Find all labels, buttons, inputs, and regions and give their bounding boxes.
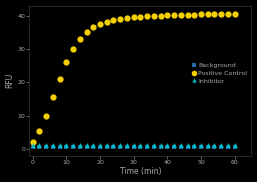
Positive Control — [92, 26, 95, 28]
Background — [159, 146, 162, 148]
Background — [125, 146, 128, 148]
Background — [51, 146, 54, 148]
Inhibitor — [92, 144, 95, 146]
Inhibitor — [193, 144, 196, 146]
Positive Control — [199, 13, 203, 15]
Positive Control — [179, 14, 182, 16]
Background — [38, 146, 41, 148]
Positive Control — [65, 61, 68, 63]
Background — [78, 146, 81, 148]
Positive Control — [38, 129, 41, 132]
Inhibitor — [172, 144, 176, 146]
Inhibitor — [132, 144, 135, 146]
Inhibitor — [71, 144, 75, 146]
Background — [186, 146, 189, 148]
Positive Control — [71, 48, 75, 50]
Background — [152, 146, 155, 148]
Positive Control — [146, 15, 149, 17]
Positive Control — [226, 13, 230, 15]
Line: Inhibitor: Inhibitor — [30, 142, 237, 147]
Legend: Background, Positive Control, Inhibitor: Background, Positive Control, Inhibitor — [191, 61, 248, 85]
Inhibitor — [226, 144, 230, 146]
Background — [226, 146, 230, 148]
Background — [31, 146, 34, 148]
Background — [65, 146, 68, 148]
Inhibitor — [112, 144, 115, 146]
Positive Control — [31, 141, 34, 143]
Inhibitor — [125, 144, 128, 146]
Inhibitor — [199, 144, 203, 146]
Inhibitor — [31, 144, 34, 146]
Y-axis label: RFU: RFU — [6, 73, 15, 88]
Positive Control — [132, 16, 135, 18]
Background — [139, 146, 142, 148]
Positive Control — [98, 23, 102, 25]
Positive Control — [152, 15, 155, 17]
Positive Control — [186, 13, 189, 16]
Positive Control — [166, 14, 169, 16]
Positive Control — [233, 13, 236, 15]
Background — [206, 146, 209, 148]
Positive Control — [58, 78, 61, 80]
Inhibitor — [45, 144, 48, 146]
Inhibitor — [65, 144, 68, 146]
Positive Control — [51, 96, 54, 98]
Line: Background: Background — [31, 145, 236, 149]
Background — [233, 146, 236, 148]
Background — [98, 146, 102, 148]
Positive Control — [159, 14, 162, 17]
Background — [85, 146, 88, 148]
Inhibitor — [119, 144, 122, 146]
Positive Control — [125, 17, 128, 19]
Background — [220, 146, 223, 148]
Background — [179, 146, 182, 148]
Inhibitor — [51, 144, 54, 146]
Background — [71, 146, 75, 148]
Background — [146, 146, 149, 148]
Positive Control — [139, 15, 142, 18]
Background — [58, 146, 61, 148]
Inhibitor — [78, 144, 81, 146]
Inhibitor — [166, 144, 169, 146]
Background — [105, 146, 108, 148]
Inhibitor — [146, 144, 149, 146]
Inhibitor — [220, 144, 223, 146]
Background — [119, 146, 122, 148]
Line: Positive Control: Positive Control — [30, 11, 238, 145]
Inhibitor — [233, 144, 236, 146]
Positive Control — [193, 13, 196, 16]
Inhibitor — [159, 144, 162, 146]
Background — [213, 146, 216, 148]
Positive Control — [112, 19, 115, 21]
Inhibitor — [186, 144, 189, 146]
Inhibitor — [38, 144, 41, 146]
Positive Control — [213, 13, 216, 15]
Inhibitor — [152, 144, 155, 146]
Inhibitor — [58, 144, 61, 146]
Background — [166, 146, 169, 148]
Inhibitor — [105, 144, 108, 146]
X-axis label: Time (min): Time (min) — [120, 167, 161, 176]
Background — [199, 146, 203, 148]
Positive Control — [85, 31, 88, 33]
Inhibitor — [206, 144, 209, 146]
Positive Control — [45, 114, 48, 117]
Positive Control — [206, 13, 209, 15]
Inhibitor — [179, 144, 182, 146]
Positive Control — [105, 20, 108, 23]
Background — [132, 146, 135, 148]
Background — [45, 146, 48, 148]
Positive Control — [119, 18, 122, 20]
Inhibitor — [139, 144, 142, 146]
Background — [172, 146, 176, 148]
Background — [193, 146, 196, 148]
Positive Control — [172, 14, 176, 16]
Positive Control — [78, 38, 81, 40]
Inhibitor — [213, 144, 216, 146]
Inhibitor — [85, 144, 88, 146]
Inhibitor — [98, 144, 102, 146]
Positive Control — [220, 13, 223, 15]
Background — [112, 146, 115, 148]
Background — [92, 146, 95, 148]
